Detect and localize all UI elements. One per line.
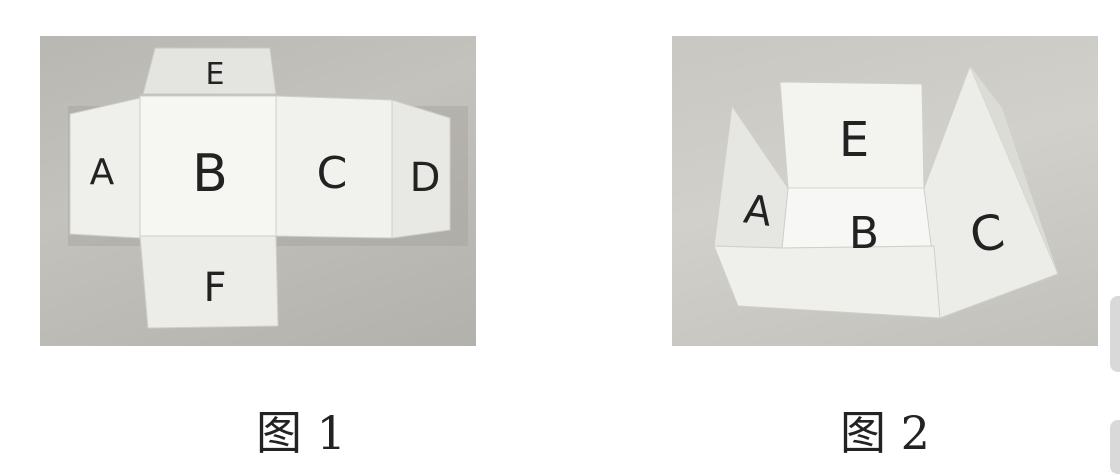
figure-1-photo: E A B C D F — [40, 36, 476, 346]
figure-1-caption: 图 1 — [256, 406, 346, 460]
face-e-flap — [142, 47, 277, 95]
page-edge-mark — [1110, 296, 1120, 372]
face-front — [713, 245, 941, 319]
label-f: F — [203, 265, 226, 311]
page-edge-mark — [1110, 420, 1120, 474]
folding-cube: E B A C — [713, 64, 1059, 319]
face-f-flap — [139, 235, 279, 329]
label-e: E — [206, 57, 225, 92]
figure-2-photo: E B A C — [672, 36, 1098, 346]
label-a: A — [90, 152, 115, 193]
figure-2-caption: 图 2 — [840, 406, 930, 460]
label-c: C — [317, 148, 348, 199]
cube-net: E A B C D F — [68, 47, 468, 329]
label-b: B — [192, 144, 228, 204]
face-d — [391, 99, 451, 239]
label-e: E — [839, 112, 869, 168]
face-c-fold — [970, 66, 1058, 274]
label-d: D — [410, 155, 441, 201]
label-b: B — [849, 208, 879, 259]
